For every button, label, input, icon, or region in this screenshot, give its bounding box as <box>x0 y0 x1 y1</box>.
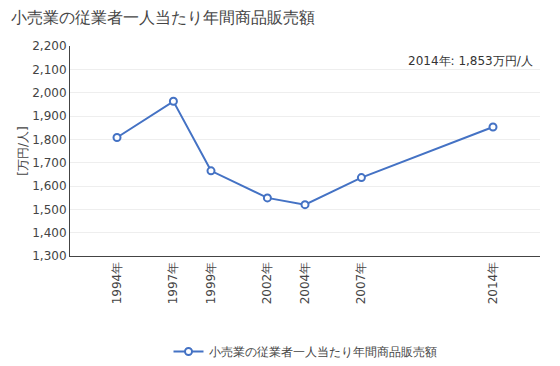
svg-text:1997年: 1997年 <box>166 262 180 305</box>
svg-text:小売業の従業者一人当たり年間商品販売額: 小売業の従業者一人当たり年間商品販売額 <box>209 345 437 359</box>
svg-text:1,700: 1,700 <box>32 156 66 170</box>
svg-text:2014年: 1,853万円/人: 2014年: 1,853万円/人 <box>408 54 533 68</box>
svg-text:1,400: 1,400 <box>32 226 66 240</box>
svg-text:2,100: 2,100 <box>32 63 66 77</box>
svg-text:2,200: 2,200 <box>32 39 66 53</box>
svg-text:[万円/人]: [万円/人] <box>16 126 30 175</box>
svg-text:小売業の従業者一人当たり年間商品販売額: 小売業の従業者一人当たり年間商品販売額 <box>11 8 315 27</box>
svg-text:1999年: 1999年 <box>204 262 218 305</box>
svg-text:2,000: 2,000 <box>32 86 66 100</box>
svg-text:1,600: 1,600 <box>32 179 66 193</box>
svg-text:1,900: 1,900 <box>32 109 66 123</box>
svg-text:1,800: 1,800 <box>32 133 66 147</box>
svg-text:1994年: 1994年 <box>110 262 124 305</box>
svg-text:1,300: 1,300 <box>32 249 66 263</box>
svg-text:2002年: 2002年 <box>260 262 274 305</box>
svg-text:2014年: 2014年 <box>486 262 500 305</box>
svg-text:2004年: 2004年 <box>298 262 312 305</box>
svg-text:1,500: 1,500 <box>32 203 66 217</box>
svg-text:2007年: 2007年 <box>354 262 368 305</box>
